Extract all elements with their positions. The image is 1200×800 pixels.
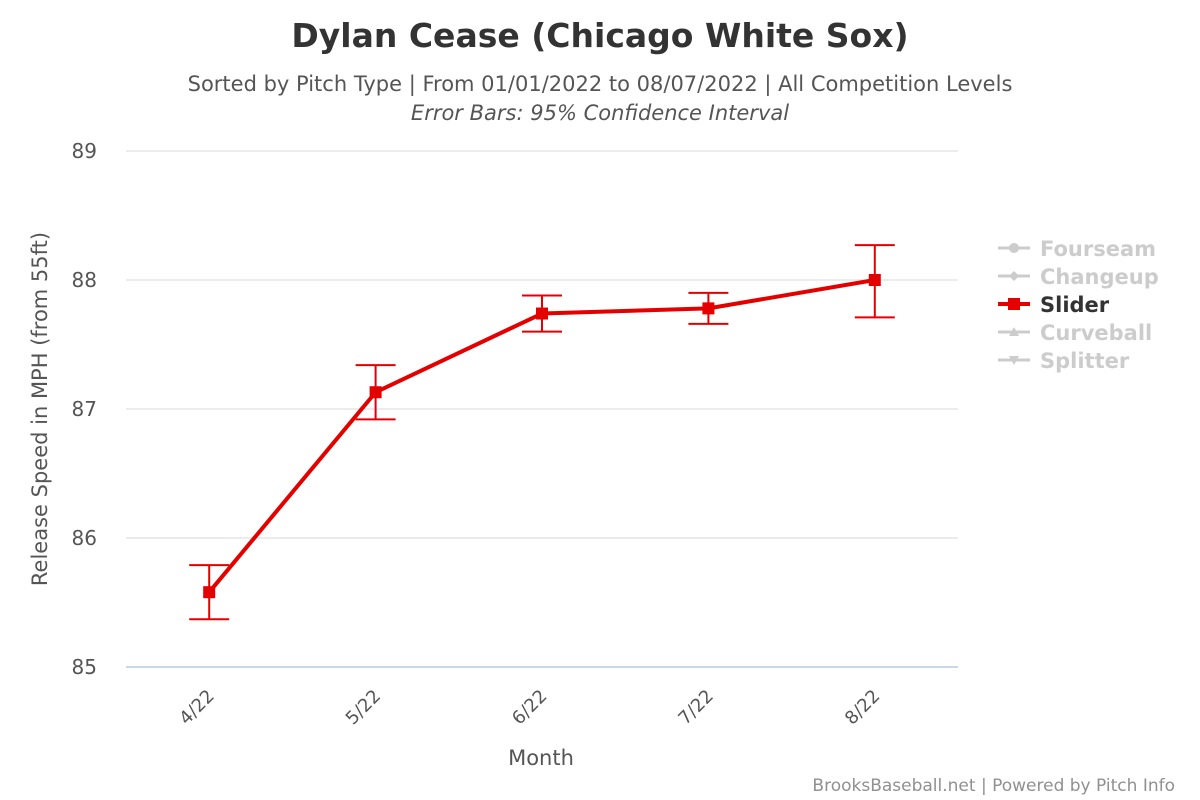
series-slider (189, 244, 895, 621)
x-tick-label: 5/22 (342, 686, 385, 729)
legend-item-curveball[interactable]: Curveball (998, 321, 1152, 345)
y-tick-label: 89 (72, 139, 97, 163)
y-tick-label: 85 (72, 655, 97, 679)
circle-marker-icon (1009, 243, 1019, 253)
legend-label: Curveball (1040, 321, 1152, 345)
data-point[interactable] (536, 307, 548, 320)
y-tick-label: 86 (72, 526, 97, 550)
chart-title: Dylan Cease (Chicago White Sox) (291, 16, 908, 55)
legend-item-changeup[interactable]: Changeup (998, 265, 1159, 289)
grid-lines (126, 150, 958, 668)
series-group (189, 244, 895, 621)
x-tick-label: 7/22 (675, 686, 718, 729)
legend-label: Changeup (1040, 265, 1159, 289)
y-axis-title: Release Speed in MPH (from 55ft) (28, 232, 52, 586)
chart-subtitle-error-bars: Error Bars: 95% Confidence Interval (411, 101, 789, 125)
y-tick-label: 88 (72, 268, 97, 292)
triangle-down-marker-icon (1009, 356, 1019, 365)
x-axis-title: Month (508, 746, 574, 770)
x-axis-ticks: 4/22 5/22 6/22 7/22 8/22 (175, 686, 884, 729)
x-tick-label: 4/22 (175, 686, 218, 729)
data-point[interactable] (369, 386, 382, 399)
legend-item-fourseam[interactable]: Fourseam (998, 237, 1156, 261)
data-point[interactable] (702, 302, 715, 315)
legend-item-slider[interactable]: Slider (998, 293, 1110, 317)
legend-label: Fourseam (1040, 237, 1156, 261)
legend: Fourseam Changeup Slider Curveball Splitter (998, 237, 1159, 373)
diamond-marker-icon (1009, 271, 1019, 281)
credits-text[interactable]: BrooksBaseball.net | Powered by Pitch In… (812, 776, 1175, 796)
y-axis-ticks: 85 86 87 88 89 (72, 139, 97, 679)
data-point[interactable] (868, 274, 881, 286)
triangle-marker-icon (1009, 327, 1019, 336)
square-marker-icon (1008, 298, 1020, 310)
data-point[interactable] (203, 586, 216, 599)
y-tick-label: 87 (72, 397, 97, 421)
legend-item-splitter[interactable]: Splitter (998, 349, 1130, 373)
x-tick-label: 6/22 (508, 686, 551, 729)
x-tick-label: 8/22 (841, 686, 884, 729)
legend-label: Splitter (1040, 349, 1130, 373)
legend-label: Slider (1040, 293, 1110, 317)
chart-subtitle: Sorted by Pitch Type | From 01/01/2022 t… (188, 72, 1013, 97)
